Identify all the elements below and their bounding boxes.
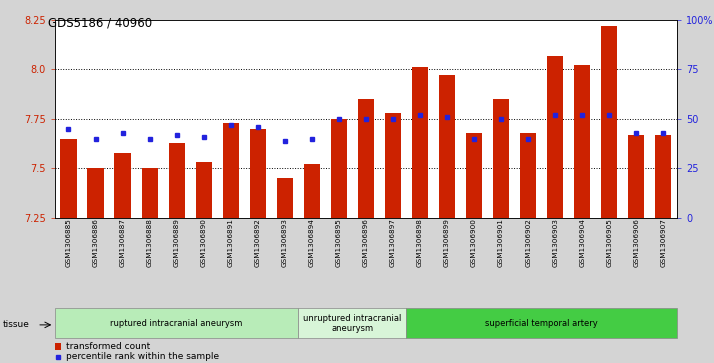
Bar — [385, 113, 401, 218]
Bar — [466, 133, 482, 218]
Text: GSM1306885: GSM1306885 — [66, 218, 71, 267]
Text: ruptured intracranial aneurysm: ruptured intracranial aneurysm — [111, 319, 243, 328]
Text: GSM1306893: GSM1306893 — [282, 218, 288, 267]
Text: GSM1306887: GSM1306887 — [119, 218, 126, 267]
Text: GSM1306905: GSM1306905 — [606, 218, 613, 267]
Bar — [169, 143, 185, 218]
Bar — [412, 68, 428, 218]
Text: transformed count: transformed count — [66, 342, 151, 351]
Text: GSM1306903: GSM1306903 — [552, 218, 558, 267]
Bar — [196, 162, 212, 218]
Text: superficial temporal artery: superficial temporal artery — [486, 319, 598, 328]
Bar — [141, 168, 158, 218]
Text: unruptured intracranial
aneurysm: unruptured intracranial aneurysm — [303, 314, 401, 333]
Bar — [628, 135, 645, 218]
Text: tissue: tissue — [3, 321, 30, 329]
Text: GSM1306891: GSM1306891 — [228, 218, 233, 267]
Bar — [55, 343, 61, 350]
Bar — [493, 99, 509, 218]
Bar — [277, 178, 293, 218]
Bar — [223, 123, 239, 218]
Bar — [358, 99, 374, 218]
Text: GSM1306904: GSM1306904 — [579, 218, 585, 267]
Bar — [655, 135, 671, 218]
Text: GSM1306896: GSM1306896 — [363, 218, 369, 267]
Text: GSM1306889: GSM1306889 — [174, 218, 180, 267]
Text: GSM1306902: GSM1306902 — [526, 218, 531, 267]
FancyBboxPatch shape — [55, 309, 298, 338]
Bar — [303, 164, 320, 218]
Text: GSM1306901: GSM1306901 — [498, 218, 504, 267]
Text: GSM1306900: GSM1306900 — [471, 218, 477, 267]
Text: GSM1306890: GSM1306890 — [201, 218, 206, 267]
Text: GSM1306888: GSM1306888 — [146, 218, 153, 267]
Text: GSM1306886: GSM1306886 — [93, 218, 99, 267]
Bar — [601, 26, 618, 218]
Bar — [439, 76, 455, 218]
Bar — [547, 56, 563, 218]
Text: GSM1306906: GSM1306906 — [633, 218, 639, 267]
Bar — [61, 139, 76, 218]
Bar — [331, 119, 347, 218]
Text: percentile rank within the sample: percentile rank within the sample — [66, 352, 219, 361]
FancyBboxPatch shape — [298, 309, 406, 338]
Text: GSM1306899: GSM1306899 — [444, 218, 450, 267]
Bar — [87, 168, 104, 218]
Text: GSM1306895: GSM1306895 — [336, 218, 342, 267]
Bar — [574, 65, 590, 218]
Bar — [114, 152, 131, 218]
Text: GSM1306892: GSM1306892 — [255, 218, 261, 267]
Text: GSM1306894: GSM1306894 — [309, 218, 315, 267]
Text: GSM1306897: GSM1306897 — [390, 218, 396, 267]
Text: GSM1306907: GSM1306907 — [660, 218, 666, 267]
Text: GSM1306898: GSM1306898 — [417, 218, 423, 267]
Bar — [520, 133, 536, 218]
Text: GDS5186 / 40960: GDS5186 / 40960 — [48, 16, 152, 29]
FancyBboxPatch shape — [406, 309, 677, 338]
Bar — [250, 129, 266, 218]
